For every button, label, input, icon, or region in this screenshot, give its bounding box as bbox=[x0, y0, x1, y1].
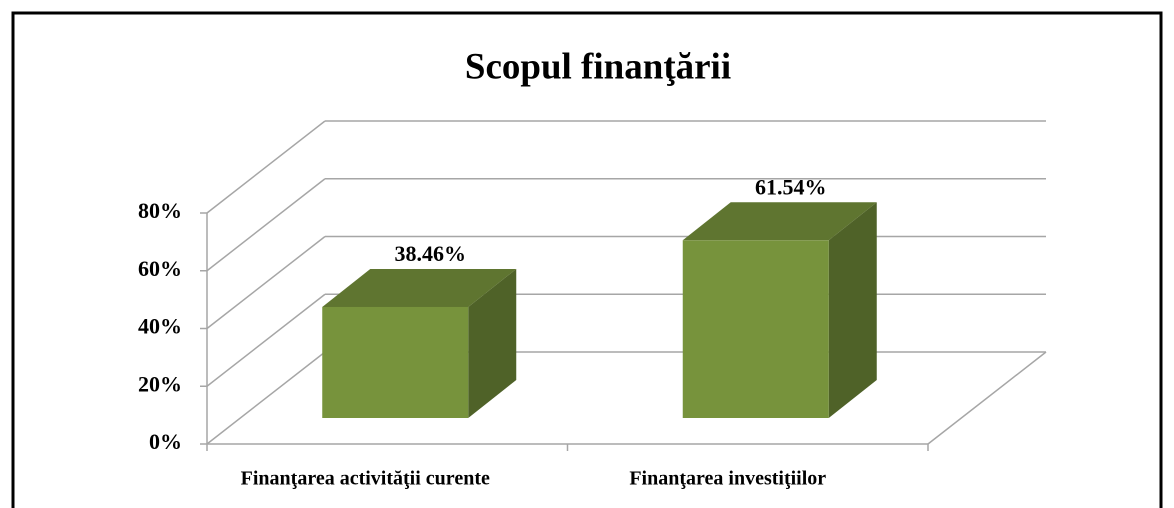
y-tick-label: 20% bbox=[138, 371, 182, 396]
grid-line bbox=[206, 178, 326, 272]
chart-frame bbox=[11, 11, 1163, 508]
y-tick-label: 60% bbox=[138, 256, 182, 281]
y-tick-label: 0% bbox=[149, 429, 182, 454]
floor-edge bbox=[927, 351, 1047, 445]
chart-title: Scopul finanţării bbox=[465, 46, 731, 87]
grid-line bbox=[206, 235, 326, 330]
bar-top bbox=[322, 268, 517, 307]
value-label: 38.46% bbox=[395, 241, 467, 266]
bar-side bbox=[468, 268, 517, 418]
bar bbox=[682, 240, 829, 418]
x-tick-label: Finanţarea investiţiilor bbox=[629, 468, 826, 490]
x-tick-label: Finanţarea activităţii curente bbox=[241, 468, 490, 490]
grid-line bbox=[206, 293, 326, 387]
value-label: 61.54% bbox=[755, 174, 827, 199]
bar bbox=[322, 306, 469, 418]
y-tick-label: 40% bbox=[138, 314, 182, 339]
bar-side bbox=[828, 202, 877, 418]
grid-line bbox=[206, 120, 326, 214]
bar-top bbox=[682, 202, 877, 241]
grid-line bbox=[206, 351, 326, 445]
y-tick-label: 80% bbox=[138, 198, 182, 223]
